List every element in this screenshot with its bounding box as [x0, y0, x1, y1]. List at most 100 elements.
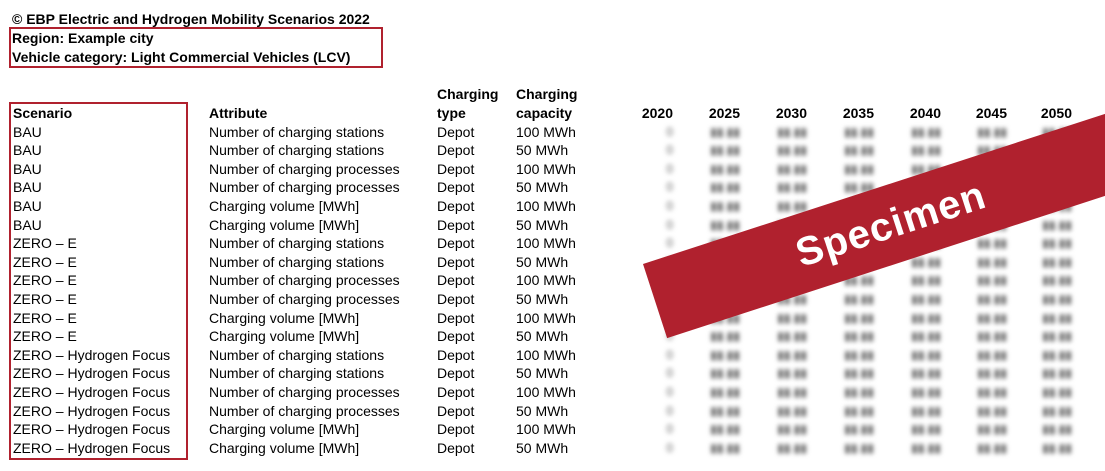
blurred-value-cell: ▮▮.▮▮: [777, 310, 807, 325]
charging-capacity-cell: 100 MWh: [516, 197, 576, 214]
blurred-value-cell: ▮▮.▮▮: [1042, 347, 1072, 362]
blurred-value-cell: ▮▮.▮▮: [710, 180, 740, 195]
scenario-cell: ZERO – Hydrogen Focus: [13, 365, 171, 382]
blurred-value-cell: ▮▮.▮▮: [844, 422, 874, 437]
charging-type-cell: Depot: [437, 346, 475, 363]
blurred-value-cell: ▮▮.▮▮: [977, 310, 1007, 325]
blurred-value-cell: ▮▮.▮▮: [1042, 422, 1072, 437]
blurred-value-cell: ▮▮.▮▮: [710, 161, 740, 176]
charging-type-cell: Depot: [437, 216, 475, 233]
blurred-value-cell: ▮▮.▮▮: [777, 366, 807, 381]
col-header-year: 2025: [708, 105, 740, 121]
table-row: ZERO – E Number of charging processes Depo…: [0, 290, 1105, 309]
blurred-value-cell: ▮▮.▮▮: [911, 440, 941, 455]
charging-type-cell: Depot: [437, 160, 475, 177]
charging-capacity-cell: 50 MWh: [516, 328, 569, 345]
charging-type-cell: Depot: [437, 309, 475, 326]
blurred-value-cell: 0: [666, 347, 673, 362]
scenario-cell: ZERO – E: [13, 290, 77, 307]
charging-type-cell: Depot: [437, 365, 475, 382]
table-row: ZERO – E Number of charging processes Depo…: [0, 271, 1105, 290]
blurred-value-cell: 0: [666, 217, 673, 232]
blurred-value-cell: ▮▮.▮▮: [710, 440, 740, 455]
blurred-value-cell: ▮▮.▮▮: [710, 384, 740, 399]
blurred-value-cell: ▮▮.▮▮: [1042, 403, 1072, 418]
blurred-value-cell: ▮▮.▮▮: [710, 366, 740, 381]
blurred-value-cell: 0: [666, 422, 673, 437]
table-row: ZERO – Hydrogen Focus Number of charging …: [0, 383, 1105, 402]
attribute-cell: Charging volume [MWh]: [209, 421, 360, 438]
table-row: ZERO – Hydrogen Focus Number of charging …: [0, 364, 1105, 383]
blurred-value-cell: ▮▮.▮▮: [977, 124, 1007, 139]
charging-capacity-cell: 50 MWh: [516, 253, 569, 270]
attribute-cell: Number of charging processes: [209, 402, 400, 419]
blurred-value-cell: ▮▮.▮▮: [710, 198, 740, 213]
blurred-value-cell: ▮▮.▮▮: [844, 347, 874, 362]
blurred-value-cell: ▮▮.▮▮: [911, 310, 941, 325]
col-header-year: 2035: [842, 105, 874, 121]
blurred-value-cell: ▮▮.▮▮: [1042, 384, 1072, 399]
vehicle-category-label: Vehicle category: Light Commercial Vehic…: [12, 49, 351, 65]
charging-type-cell: Depot: [437, 421, 475, 438]
blurred-value-cell: ▮▮.▮▮: [844, 403, 874, 418]
blurred-value-cell: ▮▮.▮▮: [844, 124, 874, 139]
blurred-value-cell: ▮▮.▮▮: [911, 124, 941, 139]
attribute-cell: Number of charging processes: [209, 160, 400, 177]
scenario-cell: ZERO – E: [13, 309, 77, 326]
region-highlight-box: [9, 27, 383, 68]
col-header-charging-capacity-line1: Charging: [516, 86, 578, 102]
table-row: ZERO – E Charging volume [MWh] Depot 50 MWh…: [0, 327, 1105, 346]
attribute-cell: Number of charging processes: [209, 383, 400, 400]
blurred-value-cell: ▮▮.▮▮: [777, 347, 807, 362]
scenario-cell: ZERO – E: [13, 272, 77, 289]
blurred-value-cell: ▮▮.▮▮: [977, 291, 1007, 306]
blurred-value-cell: ▮▮.▮▮: [977, 366, 1007, 381]
attribute-cell: Number of charging stations: [209, 346, 385, 363]
attribute-cell: Number of charging processes: [209, 290, 400, 307]
blurred-value-cell: ▮▮.▮▮: [1042, 273, 1072, 288]
charging-capacity-cell: 100 MWh: [516, 123, 576, 140]
col-header-year: 2050: [1040, 105, 1072, 121]
charging-capacity-cell: 50 MWh: [516, 439, 569, 456]
blurred-value-cell: ▮▮.▮▮: [977, 329, 1007, 344]
scenario-cell: ZERO – Hydrogen Focus: [13, 402, 171, 419]
blurred-value-cell: ▮▮.▮▮: [710, 403, 740, 418]
blurred-value-cell: 0: [666, 440, 673, 455]
blurred-value-cell: ▮▮.▮▮: [977, 236, 1007, 251]
blurred-value-cell: ▮▮.▮▮: [977, 403, 1007, 418]
charging-capacity-cell: 50 MWh: [516, 365, 569, 382]
charging-capacity-cell: 50 MWh: [516, 402, 569, 419]
attribute-cell: Number of charging processes: [209, 179, 400, 196]
blurred-value-cell: ▮▮.▮▮: [777, 422, 807, 437]
blurred-value-cell: ▮▮.▮▮: [844, 291, 874, 306]
charging-capacity-cell: 50 MWh: [516, 290, 569, 307]
blurred-value-cell: ▮▮.▮▮: [710, 217, 740, 232]
scenario-highlight-box: [9, 102, 188, 460]
charging-capacity-cell: 100 MWh: [516, 160, 576, 177]
charging-type-cell: Depot: [437, 123, 475, 140]
blurred-value-cell: ▮▮.▮▮: [710, 347, 740, 362]
blurred-value-cell: ▮▮.▮▮: [1042, 291, 1072, 306]
blurred-value-cell: ▮▮.▮▮: [844, 384, 874, 399]
attribute-cell: Charging volume [MWh]: [209, 197, 360, 214]
region-label: Region: Example city: [12, 30, 154, 46]
blurred-value-cell: ▮▮.▮▮: [911, 384, 941, 399]
charging-type-cell: Depot: [437, 439, 475, 456]
scenario-cell: BAU: [13, 216, 42, 233]
blurred-value-cell: 0: [666, 161, 673, 176]
blurred-value-cell: ▮▮.▮▮: [977, 347, 1007, 362]
blurred-value-cell: ▮▮.▮▮: [710, 329, 740, 344]
attribute-cell: Number of charging stations: [209, 235, 385, 252]
blurred-value-cell: ▮▮.▮▮: [777, 143, 807, 158]
col-header-charging-capacity-line2: capacity: [516, 105, 573, 121]
blurred-value-cell: ▮▮.▮▮: [777, 198, 807, 213]
blurred-value-cell: ▮▮.▮▮: [710, 422, 740, 437]
blurred-value-cell: 0: [666, 198, 673, 213]
charging-type-cell: Depot: [437, 142, 475, 159]
blurred-value-cell: ▮▮.▮▮: [1042, 236, 1072, 251]
blurred-value-cell: ▮▮.▮▮: [977, 422, 1007, 437]
blurred-value-cell: ▮▮.▮▮: [1042, 329, 1072, 344]
table-row: ZERO – Hydrogen Focus Charging volume [MW…: [0, 439, 1105, 458]
charging-capacity-cell: 100 MWh: [516, 309, 576, 326]
blurred-value-cell: ▮▮.▮▮: [777, 329, 807, 344]
